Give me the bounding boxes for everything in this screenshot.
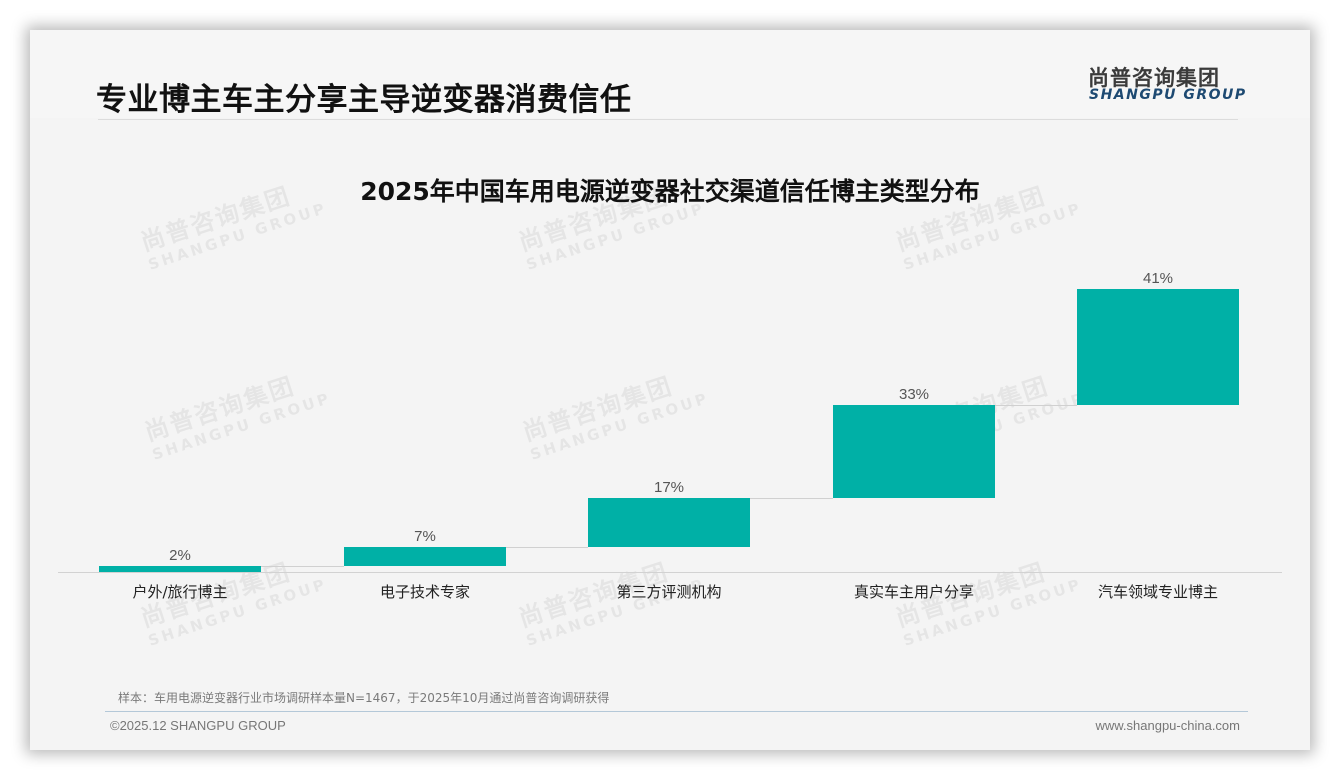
chart-bar (1077, 289, 1239, 406)
category-label: 第三方评测机构 (616, 583, 722, 601)
waterfall-connector (506, 547, 588, 548)
chart-bar (99, 566, 261, 572)
category-label: 汽车领域专业博主 (1097, 583, 1218, 601)
bar-value-label: 41% (1142, 270, 1174, 287)
chart-bar (344, 546, 506, 567)
waterfall-connector (750, 498, 833, 499)
waterfall-connector (261, 566, 344, 567)
chart-bar (588, 498, 750, 547)
footer-divider (105, 711, 1248, 712)
category-label: 户外/旅行博主 (132, 583, 228, 601)
sample-note: 样本：车用电源逆变器行业市场调研样本量N=1467，于2025年10月通过尚普咨… (118, 691, 610, 705)
chart-title: 2025年中国车用电源逆变器社交渠道信任博主类型分布 (360, 177, 980, 206)
chart-bar (833, 405, 995, 499)
title-divider (98, 119, 1238, 120)
logo-chinese: 尚普咨询集团 (1088, 66, 1220, 90)
bar-value-label: 33% (898, 386, 930, 404)
x-axis-line (58, 572, 1282, 573)
page-title: 专业博主车主分享主导逆变器消费信任 (96, 82, 632, 118)
website-link[interactable]: www.shangpu-china.com (1095, 718, 1240, 733)
bar-value-label: 2% (169, 547, 191, 565)
category-label: 真实车主用户分享 (853, 583, 974, 601)
bar-value-label: 7% (414, 527, 436, 545)
copyright: ©2025.12 SHANGPU GROUP (110, 718, 286, 733)
category-label: 电子技术专家 (379, 583, 470, 601)
slide: 尚普咨询集团 SHANGPU GROUP 尚普咨询集团 SHANGPU GROUP … (30, 30, 1310, 750)
bar-value-label: 17% (653, 479, 685, 497)
waterfall-connector (995, 405, 1077, 406)
header-band (30, 30, 1310, 118)
logo-english: SHANGPU GROUP (1089, 87, 1247, 103)
